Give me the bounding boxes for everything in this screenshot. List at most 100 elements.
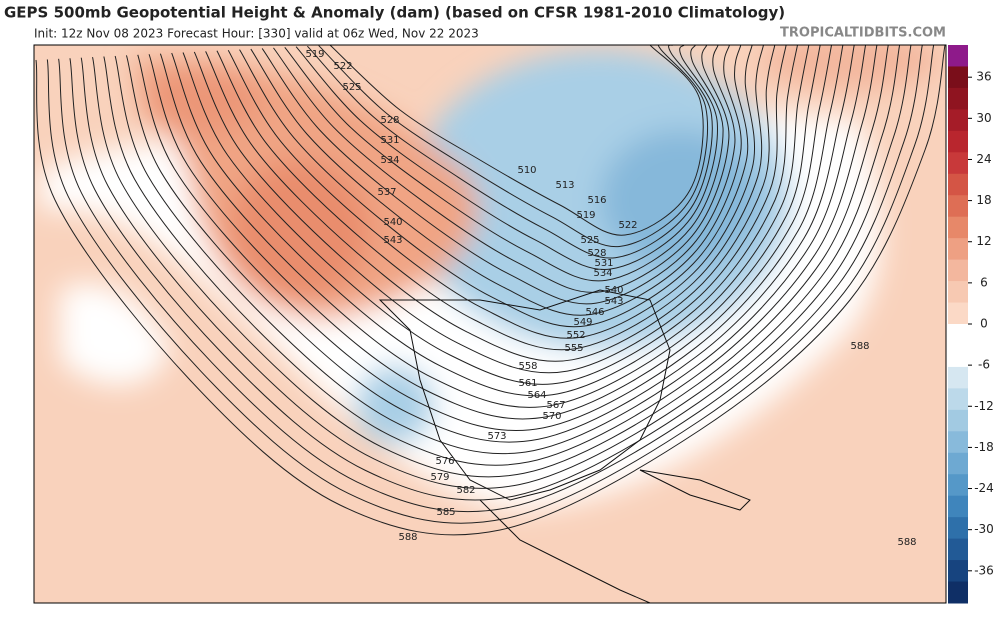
contour-label: 588 [850,341,869,352]
contour-line [250,45,742,316]
title: GEPS 500mb Geopotential Height & Anomaly… [4,4,785,22]
colorbar-swatch [948,366,968,389]
contour-label: 528 [587,248,606,259]
contour-label: 540 [604,285,623,296]
colorbar-swatch [948,474,968,497]
contour-label: 588 [897,537,916,548]
contour-label: 567 [546,400,565,411]
contour-label: 537 [377,187,396,198]
contour-line [307,45,713,259]
contour-line [295,45,718,270]
contour-line [125,45,855,443]
colorbar-label: -12 [974,399,994,413]
negative-anomaly [600,130,760,270]
contour-label: 525 [342,82,361,93]
contour-labels: 5195225255285315345375405435105135165195… [305,49,916,548]
contour-line [80,45,901,489]
contour-label: 531 [594,258,613,269]
contour-label: 570 [542,411,561,422]
colorbar-swatch [948,517,968,540]
coastline [378,289,671,501]
contour-label: 561 [518,378,537,389]
colorbar-swatch [948,173,968,196]
contour-label: 525 [580,235,599,246]
colorbar-label: -30 [974,522,994,536]
colorbar-label: -6 [978,358,990,372]
contour-label: 513 [555,180,574,191]
contour-line [182,45,798,385]
colorbar-label: -18 [974,440,994,454]
contour-line [69,45,912,501]
colorbar-swatch [948,581,968,604]
colorbar-label: 36 [976,70,991,84]
contour-line [329,45,704,236]
colorbar-swatch [948,195,968,218]
colorbar-swatch [948,216,968,239]
contour-label: 519 [305,49,324,60]
contour-line [273,45,730,293]
contour-line [318,45,708,248]
colorbar-swatch [948,109,968,132]
contour-line [205,45,776,362]
colorbar-label: -36 [974,563,994,577]
contour-label: 549 [573,317,592,328]
colorbar-swatch [948,130,968,153]
colorbar-swatch [948,324,968,346]
contours [35,45,946,536]
positive-anomaly [230,160,370,300]
contour-label: 555 [564,343,583,354]
contour-line [227,45,756,339]
contour-label: 573 [487,431,506,442]
contour-label: 522 [618,220,637,231]
colorbar-swatch [948,495,968,518]
neutral-area [60,283,170,385]
contour-line [261,45,736,305]
colorbar-label: 6 [980,275,988,289]
colorbar-swatch [948,152,968,175]
contour-line [171,45,810,397]
colorbar-swatch [948,431,968,454]
contour-label: 552 [566,330,585,341]
contour-label: 543 [383,235,402,246]
contour-label: 558 [518,361,537,372]
colorbar-label: 12 [976,234,991,248]
contour-label: 585 [436,507,455,518]
contour-line [46,45,935,524]
contour-line [159,45,821,408]
colorbar-swatch [948,238,968,261]
contour-line [114,45,867,455]
contour-line [103,45,878,466]
contour-label: 564 [527,390,546,401]
contour-label: 516 [587,195,606,206]
contour-label: 579 [430,472,449,483]
colorbar-swatch [948,66,968,89]
contour-label: 510 [517,165,536,176]
contour-line [58,45,923,513]
anomaly-fill [40,45,940,510]
contour-line [35,45,946,536]
map: 5195225255285315345375405435105135165195… [34,45,946,603]
contour-label: 519 [576,210,595,221]
colorbar-label: 30 [976,111,991,125]
colorbar-swatch [948,452,968,475]
contour-label: 582 [456,485,475,496]
contour-line [137,45,844,431]
contour-label: 540 [383,217,402,228]
colorbar-label: 18 [976,193,991,207]
colorbar-label: 0 [980,317,988,331]
contour-label: 588 [398,532,417,543]
colorbar-swatch [948,302,968,325]
colorbar-label: 24 [976,152,991,166]
colorbar-swatch [948,259,968,282]
contour-line [216,45,764,351]
colorbar-swatch [948,87,968,110]
contour-line [148,45,833,420]
colorbar-swatch [948,560,968,583]
colorbar-swatch [948,409,968,432]
coastline [479,469,751,603]
contour-label: 528 [380,115,399,126]
contour-line [284,45,724,282]
map-frame [33,44,947,604]
colorbar-swatch [948,345,968,368]
